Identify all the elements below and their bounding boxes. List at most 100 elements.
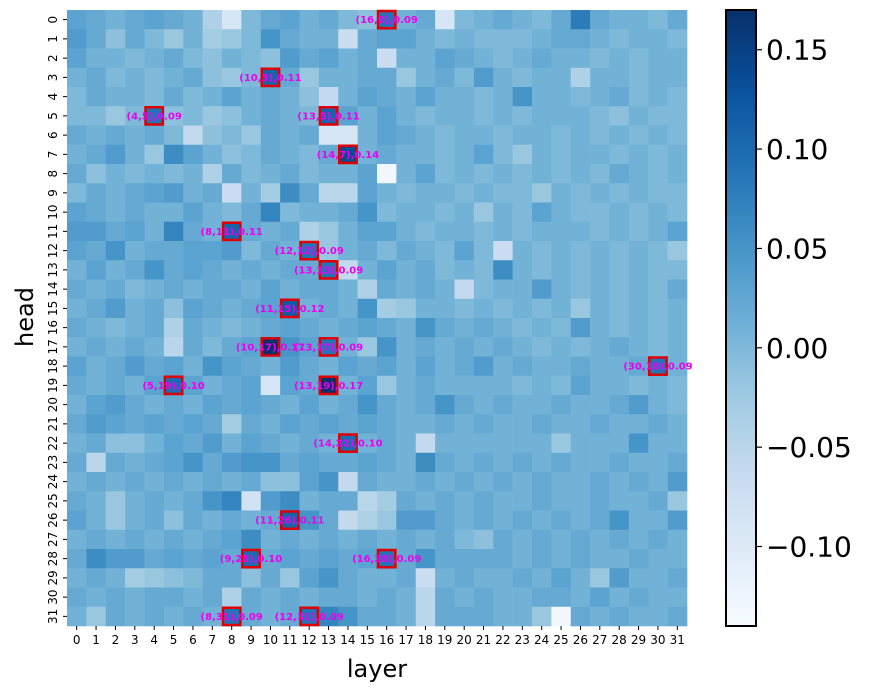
heatmap-cell [318,587,339,608]
heatmap-cell [222,279,242,300]
heatmap-cell [512,29,533,49]
heatmap-cell [299,241,320,261]
heatmap-cell [570,491,591,511]
heatmap-cell [86,395,107,415]
heatmap-cell [241,472,262,492]
heatmap-cell [125,279,145,300]
heatmap-cell [183,472,203,492]
heatmap-cell [435,433,455,454]
heatmap-cell [222,587,242,608]
heatmap-cell [473,491,494,511]
y-tick-label: 26 [46,512,60,527]
heatmap-cell [86,67,107,88]
heatmap-cell [415,433,436,454]
heatmap-cell [338,106,358,126]
heatmap-cell [415,606,436,627]
heatmap-cell [532,298,552,319]
heatmap-cell [551,587,572,608]
heatmap-cell [318,318,339,338]
heatmap-cell [570,48,591,69]
heatmap-cell [667,298,688,319]
heatmap-cell [125,606,145,627]
x-tick-label: 24 [534,633,549,647]
highlight-label: (10,3),0.11 [239,73,301,84]
heatmap-cell [105,452,126,473]
heatmap-cell [105,375,126,396]
heatmap-cell [454,356,475,377]
heatmap-cell [609,568,630,588]
heatmap-cell [551,337,572,357]
heatmap-cell [628,298,649,319]
heatmap-cell [590,241,610,261]
colorbar-tick-label: −0.05 [766,431,852,464]
heatmap-cell [667,10,688,30]
heatmap-cell [241,106,262,126]
x-tick-label: 17 [398,633,413,647]
heatmap-cell [551,452,572,473]
heatmap-cell [202,510,223,531]
highlight-box [299,240,320,261]
highlight-box [144,106,165,126]
heatmap-cell [163,125,184,146]
heatmap-cell [377,606,397,627]
heatmap-cell [241,356,262,377]
heatmap-cell [628,48,649,69]
heatmap-cell [667,260,688,280]
heatmap-cell [86,549,107,569]
heatmap-cell [202,202,223,223]
heatmap-cell [202,241,223,261]
y-tick-label: 4 [46,93,60,101]
heatmap-cell [570,395,591,415]
heatmap-cell [125,491,145,511]
heatmap-cell [493,164,513,184]
heatmap-cell [377,241,397,261]
heatmap-cell [473,125,494,146]
heatmap-cell [377,202,397,223]
heatmap-cell [590,298,610,319]
heatmap-cell [163,568,184,588]
heatmap-cell [377,67,397,88]
heatmap-cell [105,318,126,338]
heatmap-cell [493,472,513,492]
heatmap-cell [667,510,688,531]
heatmap-cell [570,587,591,608]
heatmap-cell [648,568,668,588]
heatmap-cell [105,202,126,223]
heatmap-cell [512,106,533,126]
heatmap-cell [415,106,436,126]
heatmap-cell [590,87,610,107]
heatmap-cell [222,183,242,203]
highlight-box [376,548,397,569]
heatmap-cell [357,67,378,88]
heatmap-cell [473,106,494,126]
heatmap-cell [125,87,145,107]
heatmap-cell [280,48,300,69]
heatmap-cell [86,414,107,434]
heatmap-cell [280,67,300,88]
highlight-label: (13,17),0.09 [294,342,363,353]
y-tick-label: 7 [46,151,60,159]
heatmap-cell [222,106,242,126]
heatmap-cell [260,318,281,338]
heatmap-cell [570,298,591,319]
highlight-label: (4,5),0.09 [127,111,182,122]
heatmap-cell [299,510,320,531]
highlight-label: (5,19),0.10 [142,381,204,392]
heatmap-cell [454,125,475,146]
highlight-box [221,606,242,627]
heatmap-cell [280,529,300,550]
heatmap-cell [648,433,668,454]
heatmap-cell [570,260,591,280]
heatmap-cell [280,10,300,30]
highlight-label: (11,15),0.12 [255,304,324,315]
heatmap-cell [570,433,591,454]
heatmap-cell [493,587,513,608]
heatmap-cell [299,606,320,627]
heatmap-cell [435,279,455,300]
heatmap-cell [667,452,688,473]
heatmap-cell [473,587,494,608]
y-tick-label: 31 [46,609,60,624]
highlight-box [318,106,339,126]
heatmap-cell [260,202,281,223]
heatmap-cell [493,241,513,261]
